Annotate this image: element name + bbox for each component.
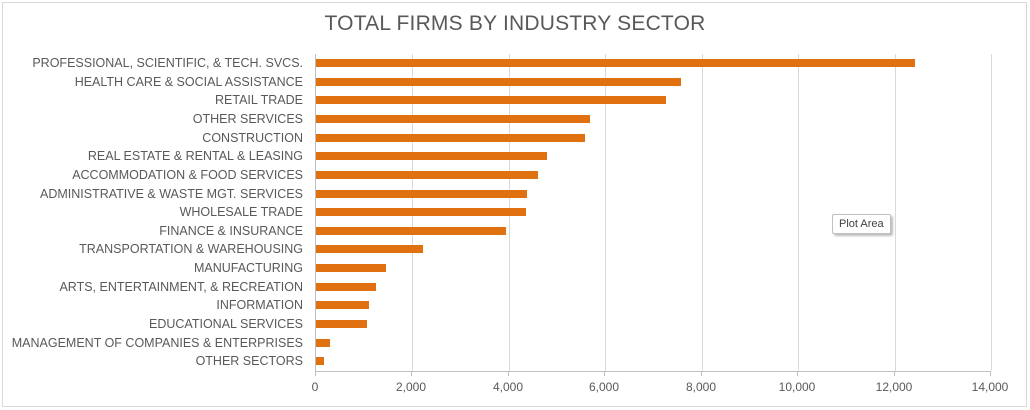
category-row: OTHER SERVICES [0, 110, 1030, 129]
category-label: WHOLESALE TRADE [179, 205, 303, 220]
category-label: ARTS, ENTERTAINMENT, & RECREATION [59, 279, 303, 294]
gridline [798, 54, 799, 371]
axis-tick [411, 371, 412, 376]
data-bar[interactable] [316, 264, 386, 273]
data-bar[interactable] [316, 245, 423, 254]
category-row: ARTS, ENTERTAINMENT, & RECREATION [0, 278, 1030, 297]
gridline [605, 54, 606, 371]
axis-tick [990, 371, 991, 376]
tick-label: 10,000 [778, 380, 816, 394]
category-label: REAL ESTATE & RENTAL & LEASING [87, 149, 303, 164]
tick-label: 8,000 [685, 380, 717, 394]
category-label: TRANSPORTATION & WAREHOUSING [79, 242, 303, 257]
category-label: FINANCE & INSURANCE [159, 223, 303, 238]
category-row: REAL ESTATE & RENTAL & LEASING [0, 147, 1030, 166]
category-row: MANAGEMENT OF COMPANIES & ENTERPRISES [0, 334, 1030, 353]
category-axis-line [315, 54, 316, 372]
axis-tick [701, 371, 702, 376]
tick-label: 2,000 [395, 380, 427, 394]
data-bar[interactable] [316, 96, 666, 105]
category-row: HEALTH CARE & SOCIAL ASSISTANCE [0, 73, 1030, 92]
category-row: EDUCATIONAL SERVICES [0, 315, 1030, 334]
axis-tick [894, 371, 895, 376]
data-bar[interactable] [316, 357, 324, 366]
data-bar[interactable] [316, 114, 590, 123]
tick-label: 14,000 [971, 380, 1009, 394]
category-row: INFORMATION [0, 296, 1030, 315]
plot-area-tooltip: Plot Area [832, 214, 891, 234]
category-row: ACCOMMODATION & FOOD SERVICES [0, 166, 1030, 185]
gridline [895, 54, 896, 371]
data-bar[interactable] [316, 77, 681, 86]
category-label: CONSTRUCTION [202, 130, 303, 145]
category-row: TRANSPORTATION & WAREHOUSING [0, 240, 1030, 259]
gridline [991, 54, 992, 371]
axis-tick [797, 371, 798, 376]
category-label: PROFESSIONAL, SCIENTIFIC, & TECH. SVCS. [32, 56, 303, 70]
data-bar[interactable] [316, 301, 369, 310]
category-label: EDUCATIONAL SERVICES [149, 317, 303, 332]
value-axis-line [315, 371, 991, 372]
category-label: OTHER SECTORS [195, 354, 303, 369]
data-bar[interactable] [316, 189, 527, 198]
category-label: MANAGEMENT OF COMPANIES & ENTERPRISES [11, 335, 303, 350]
category-row: PROFESSIONAL, SCIENTIFIC, & TECH. SVCS. [0, 54, 1030, 73]
axis-tick [315, 371, 316, 376]
axis-tick [604, 371, 605, 376]
data-bar[interactable] [316, 226, 506, 235]
data-bar[interactable] [316, 282, 376, 291]
data-bar[interactable] [316, 152, 547, 161]
tick-label: 0 [311, 380, 319, 394]
data-bar[interactable] [316, 170, 538, 179]
data-bar[interactable] [316, 208, 526, 217]
axis-tick [508, 371, 509, 376]
data-bar[interactable] [316, 133, 585, 142]
tick-label: 4,000 [492, 380, 524, 394]
data-bar[interactable] [316, 59, 915, 67]
data-bar[interactable] [316, 338, 330, 347]
category-label: RETAIL TRADE [215, 93, 303, 108]
data-bar[interactable] [316, 320, 367, 329]
gridline [702, 54, 703, 371]
category-row: ADMINISTRATIVE & WASTE MGT. SERVICES [0, 185, 1030, 204]
category-label: ACCOMMODATION & FOOD SERVICES [72, 167, 303, 182]
category-row: RETAIL TRADE [0, 91, 1030, 110]
category-label: ADMINISTRATIVE & WASTE MGT. SERVICES [39, 186, 303, 201]
category-label: INFORMATION [216, 298, 303, 313]
category-row: CONSTRUCTION [0, 129, 1030, 148]
tick-label: 12,000 [875, 380, 913, 394]
category-label: MANUFACTURING [193, 261, 303, 276]
category-row: WHOLESALE TRADE [0, 203, 1030, 222]
category-label: OTHER SERVICES [192, 111, 303, 126]
category-row: OTHER SECTORS [0, 352, 1030, 371]
category-label: HEALTH CARE & SOCIAL ASSISTANCE [74, 74, 303, 89]
category-row: MANUFACTURING [0, 259, 1030, 278]
category-row: FINANCE & INSURANCE [0, 222, 1030, 241]
chart-title[interactable]: TOTAL FIRMS BY INDUSTRY SECTOR [324, 12, 706, 35]
tick-label: 6,000 [588, 380, 620, 394]
